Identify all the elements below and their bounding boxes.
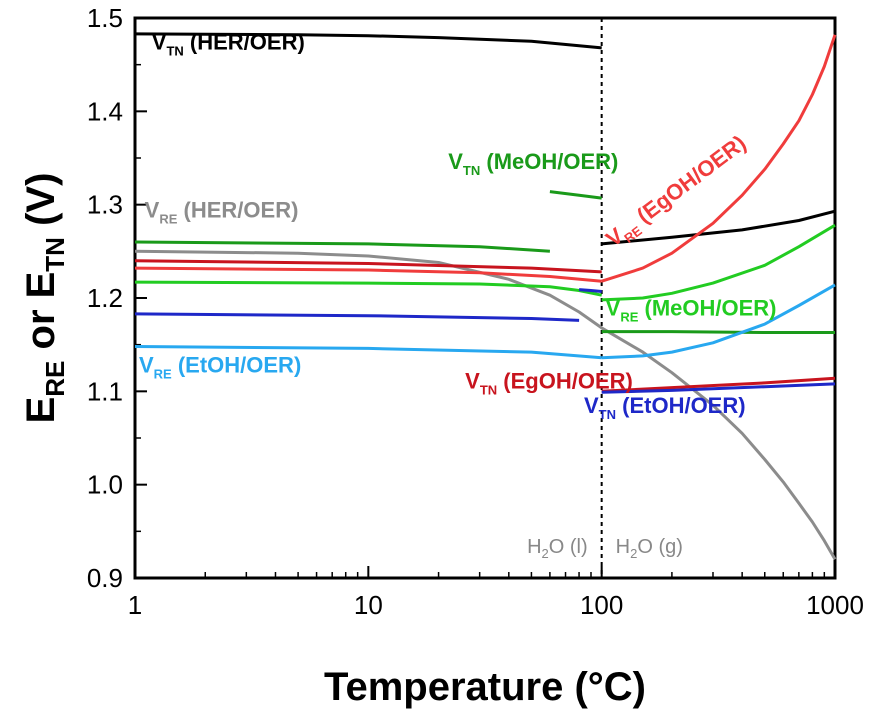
x-tick-label: 1000 (806, 590, 864, 620)
y-tick-label: 1.5 (87, 3, 123, 33)
y-tick-label: 1.2 (87, 283, 123, 313)
phase-label-liquid: H2O (l) (527, 536, 588, 561)
y-axis: 0.9 1.0 1.1 1.2 1.3 1.4 1.5 (87, 3, 147, 593)
series-0 (134, 32, 836, 246)
y-tick-label: 1.1 (87, 376, 123, 406)
x-axis-title: Temperature (°C) (324, 665, 646, 709)
annotation-group: VTN (HER/OER) VRE (HER/OER) VTN (MeOH/OER)… (139, 30, 777, 422)
series-line (134, 266, 602, 283)
series-line (134, 32, 602, 50)
y-axis-title: ERE or ETN (V) (19, 173, 70, 424)
series-7 (134, 283, 836, 360)
x-tick-label: 10 (354, 590, 383, 620)
series-line (578, 288, 602, 293)
series-line (601, 223, 836, 302)
series-annotation: VTN (MeOH/OER) (448, 149, 618, 178)
series-1 (134, 249, 837, 561)
series-4 (134, 34, 837, 283)
y-tick-label: 0.9 (87, 563, 123, 593)
series-line (134, 312, 580, 322)
series-line (601, 330, 835, 334)
y-tick-label: 1.4 (87, 96, 123, 126)
series-annotation: VTN (HER/OER) (152, 30, 305, 59)
series-annotation: VTN (EtOH/OER) (584, 393, 746, 422)
series-group (134, 32, 837, 561)
series-line (601, 34, 837, 283)
series-6 (134, 288, 836, 394)
series-line (134, 240, 550, 253)
y-tick-label: 1.3 (87, 190, 123, 220)
series-annotation: VRE (MeOH/OER) (606, 296, 777, 325)
series-annotation: VRE (EtOH/OER) (139, 353, 301, 382)
series-line (549, 190, 602, 200)
series-annotation: VRE (HER/OER) (145, 198, 299, 227)
phase-label-gas: H2O (g) (616, 536, 683, 561)
series-line (134, 249, 837, 561)
x-axis: 1 10 100 1000 (128, 566, 864, 620)
series-line (601, 376, 836, 393)
series-line (601, 209, 836, 246)
y-tick-label: 1.0 (87, 470, 123, 500)
x-tick-label: 100 (580, 590, 623, 620)
series-annotation: VTN (EgOH/OER) (465, 369, 633, 398)
series-line (601, 382, 836, 394)
series-line (134, 259, 602, 274)
series-2 (134, 190, 835, 334)
series-line (134, 345, 602, 360)
series-line (601, 283, 836, 360)
series-5 (134, 259, 836, 393)
x-tick-label: 1 (128, 590, 142, 620)
